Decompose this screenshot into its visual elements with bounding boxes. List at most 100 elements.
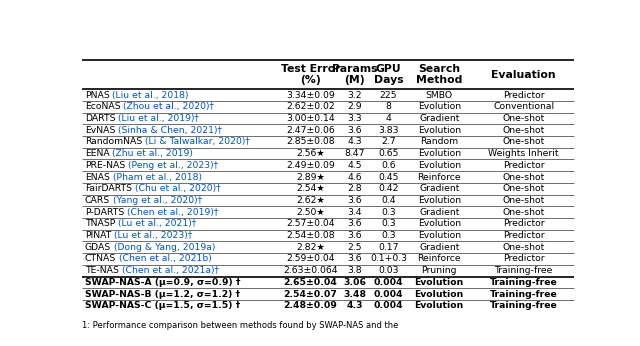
Text: 2.62★: 2.62★	[296, 196, 325, 205]
Text: (Li & Talwalkar, 2020)†: (Li & Talwalkar, 2020)†	[142, 137, 250, 146]
Text: 0.3: 0.3	[381, 208, 396, 217]
Text: Predictor: Predictor	[503, 91, 545, 100]
Text: 4.6: 4.6	[348, 173, 362, 182]
Text: Evolution: Evolution	[418, 161, 461, 170]
Text: (Zhu et al., 2019): (Zhu et al., 2019)	[109, 149, 193, 158]
Text: SMBO: SMBO	[426, 91, 452, 100]
Text: 2.50★: 2.50★	[296, 208, 325, 217]
Text: One-shot: One-shot	[502, 137, 545, 146]
Text: One-shot: One-shot	[502, 173, 545, 182]
Text: GDAS: GDAS	[84, 243, 111, 252]
Text: 8: 8	[385, 102, 392, 111]
Text: 3.4: 3.4	[348, 208, 362, 217]
Text: 0.3: 0.3	[381, 231, 396, 240]
Text: 3.83: 3.83	[378, 126, 399, 135]
Text: 2.8: 2.8	[348, 184, 362, 193]
Text: 2.62±0.02: 2.62±0.02	[286, 102, 335, 111]
Text: Test Error
(%): Test Error (%)	[281, 64, 340, 85]
Text: One-shot: One-shot	[502, 114, 545, 123]
Text: 3.6: 3.6	[348, 126, 362, 135]
Text: GPU
Days: GPU Days	[374, 64, 403, 85]
Text: 3.3: 3.3	[348, 114, 362, 123]
Text: (Liu et al., 2018): (Liu et al., 2018)	[109, 91, 189, 100]
Text: FairDARTS: FairDARTS	[84, 184, 132, 193]
Text: Weights Inherit: Weights Inherit	[488, 149, 559, 158]
Text: 2.54±0.08: 2.54±0.08	[286, 231, 335, 240]
Text: (Sinha & Chen, 2021)†: (Sinha & Chen, 2021)†	[115, 126, 222, 135]
Text: 0.45: 0.45	[378, 173, 399, 182]
Text: Evolution: Evolution	[418, 149, 461, 158]
Text: 0.004: 0.004	[374, 301, 403, 310]
Text: Search
Method: Search Method	[416, 64, 463, 85]
Text: Predictor: Predictor	[503, 161, 545, 170]
Text: (Peng et al., 2023)†: (Peng et al., 2023)†	[125, 161, 218, 170]
Text: Evolution: Evolution	[418, 231, 461, 240]
Text: (Chen et al., 2021b): (Chen et al., 2021b)	[116, 254, 212, 263]
Text: (Pham et al., 2018): (Pham et al., 2018)	[109, 173, 202, 182]
Text: One-shot: One-shot	[502, 184, 545, 193]
Text: 2.57±0.04: 2.57±0.04	[286, 219, 335, 228]
Text: Predictor: Predictor	[503, 219, 545, 228]
Text: 4: 4	[385, 114, 392, 123]
Text: CARS: CARS	[84, 196, 110, 205]
Text: 0.03: 0.03	[378, 266, 399, 275]
Text: Predictor: Predictor	[503, 231, 545, 240]
Text: 4.5: 4.5	[348, 161, 362, 170]
Text: (Chen et al., 2021a)†: (Chen et al., 2021a)†	[118, 266, 218, 275]
Text: 3.06: 3.06	[343, 278, 366, 287]
Text: 0.6: 0.6	[381, 161, 396, 170]
Text: P-DARTS: P-DARTS	[84, 208, 124, 217]
Text: Evaluation: Evaluation	[492, 70, 556, 80]
Text: 2.65±0.04: 2.65±0.04	[284, 278, 337, 287]
Text: Params
(M): Params (M)	[332, 64, 378, 85]
Text: 4.3: 4.3	[346, 301, 363, 310]
Text: Gradient: Gradient	[419, 208, 460, 217]
Text: Evolution: Evolution	[418, 196, 461, 205]
Text: DARTS: DARTS	[84, 114, 115, 123]
Text: 2.59±0.04: 2.59±0.04	[286, 254, 335, 263]
Text: Gradient: Gradient	[419, 184, 460, 193]
Text: 3.00±0.14: 3.00±0.14	[286, 114, 335, 123]
Text: 2.7: 2.7	[381, 137, 396, 146]
Text: Evolution: Evolution	[418, 102, 461, 111]
Text: TE-NAS: TE-NAS	[84, 266, 118, 275]
Text: Training-free: Training-free	[490, 301, 557, 310]
Text: Evolution: Evolution	[415, 301, 464, 310]
Text: SWAP-NAS-C (μ=1.5, σ=1.5) †: SWAP-NAS-C (μ=1.5, σ=1.5) †	[84, 301, 240, 310]
Text: 2.63±0.064: 2.63±0.064	[284, 266, 338, 275]
Text: Evolution: Evolution	[415, 290, 464, 299]
Text: Reinforce: Reinforce	[417, 254, 461, 263]
Text: Training-free: Training-free	[495, 266, 553, 275]
Text: 0.65: 0.65	[378, 149, 399, 158]
Text: Conventional: Conventional	[493, 102, 554, 111]
Text: RandomNAS: RandomNAS	[84, 137, 142, 146]
Text: 8.47: 8.47	[344, 149, 365, 158]
Text: One-shot: One-shot	[502, 126, 545, 135]
Text: 2.48±0.09: 2.48±0.09	[284, 301, 337, 310]
Text: Gradient: Gradient	[419, 243, 460, 252]
Text: 0.42: 0.42	[378, 184, 399, 193]
Text: (Zhou et al., 2020)†: (Zhou et al., 2020)†	[120, 102, 214, 111]
Text: 3.6: 3.6	[348, 254, 362, 263]
Text: TNASP: TNASP	[84, 219, 115, 228]
Text: 0.4: 0.4	[381, 196, 396, 205]
Text: 2.5: 2.5	[348, 243, 362, 252]
Text: EvNAS: EvNAS	[84, 126, 115, 135]
Text: (Chu et al., 2020)†: (Chu et al., 2020)†	[132, 184, 220, 193]
Text: Evolution: Evolution	[418, 126, 461, 135]
Text: SWAP-NAS-B (μ=1.2, σ=1.2) †: SWAP-NAS-B (μ=1.2, σ=1.2) †	[84, 290, 240, 299]
Text: 2.54±0.07: 2.54±0.07	[284, 290, 337, 299]
Text: Evolution: Evolution	[418, 219, 461, 228]
Text: 3.48: 3.48	[343, 290, 366, 299]
Text: Predictor: Predictor	[503, 254, 545, 263]
Text: (Lu et al., 2023)†: (Lu et al., 2023)†	[111, 231, 192, 240]
Text: 3.34±0.09: 3.34±0.09	[286, 91, 335, 100]
Text: 225: 225	[380, 91, 397, 100]
Text: PRE-NAS: PRE-NAS	[84, 161, 125, 170]
Text: SWAP-NAS-A (μ=0.9, σ=0.9) †: SWAP-NAS-A (μ=0.9, σ=0.9) †	[84, 278, 240, 287]
Text: 2.49±0.09: 2.49±0.09	[286, 161, 335, 170]
Text: ENAS: ENAS	[84, 173, 109, 182]
Text: (Liu et al., 2019)†: (Liu et al., 2019)†	[115, 114, 199, 123]
Text: Gradient: Gradient	[419, 114, 460, 123]
Text: 3.8: 3.8	[348, 266, 362, 275]
